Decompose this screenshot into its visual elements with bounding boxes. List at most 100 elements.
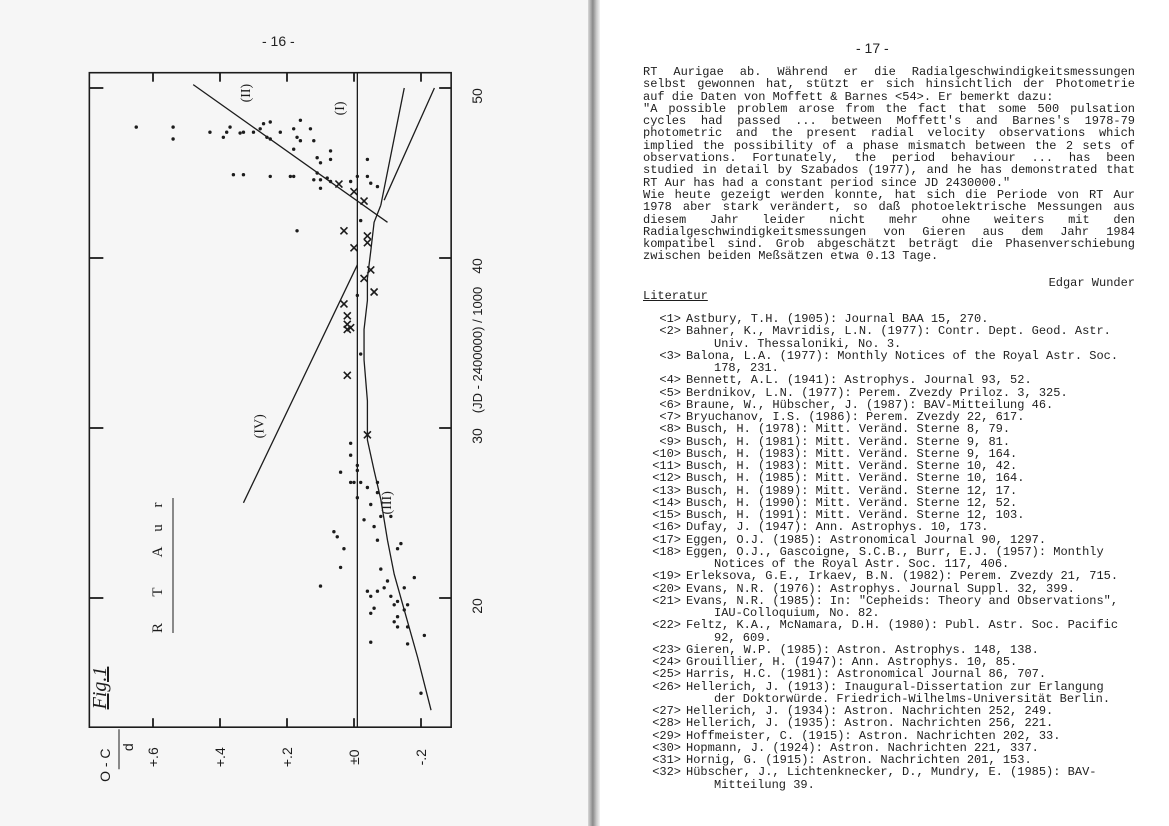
reference-text: Bahner, K., Mavridis, L.N. (1977): Contr…	[686, 324, 1111, 339]
reference-number	[643, 632, 686, 644]
trend-line	[383, 87, 435, 201]
reference-entry: <32> Hübscher, J., Lichtenknecker, D., Mu…	[643, 766, 1163, 779]
reference-number: <7>	[659, 410, 681, 424]
reference-text: IAU-Colloquium, No. 82.	[714, 606, 880, 620]
text-line: RT Aurigae ab. Während er die Radialgesc…	[643, 65, 1135, 79]
reference-entry: <16> Dufay, J. (1947): Ann. Astrophys. 10…	[643, 520, 1163, 535]
trend-line-label: (I)	[333, 101, 348, 115]
reference-entry: <8> Busch, H. (1978): Mitt. Veränd. Stern…	[643, 422, 1163, 437]
reference-text: Balona, L.A. (1977): Monthly Notices of …	[686, 348, 1119, 363]
data-point-dot	[365, 589, 370, 593]
reference-entry: <7> Bryuchanov, I.S. (1986): Perem. Zvezd…	[643, 410, 1163, 424]
reference-text: 178, 231.	[714, 361, 779, 375]
data-point-dot	[318, 186, 323, 190]
data-point-dot	[389, 514, 393, 519]
reference-text: Busch, H. (1981): Mitt. Veränd. Sterne 9…	[686, 434, 1011, 449]
reference-number: <28>	[652, 716, 681, 731]
text-line: Radialgeschwindigkeitsmessungen von Gier…	[643, 224, 1135, 239]
page-number-left: - 16 -	[262, 33, 295, 49]
jd-tick-label: 30	[469, 428, 485, 444]
data-point-dot	[375, 589, 380, 593]
data-point-dot	[238, 131, 242, 135]
reference-text: Astbury, T.H. (1905): Journal BAA 15, 27…	[686, 312, 989, 326]
reference-number: <19>	[652, 569, 681, 584]
reference-number: <20>	[652, 581, 681, 596]
data-point-dot	[405, 642, 410, 646]
data-point-dot	[241, 130, 246, 134]
star-name-letter: T	[150, 587, 166, 596]
text-line: "A possible problem arose from the fact …	[643, 101, 1135, 116]
data-point-dot	[225, 130, 229, 134]
body-paragraph: RT Aurigae ab. Während er die Radialgesc…	[643, 65, 1135, 290]
right-page: - 17 - RT Aurigae ab. Während er die Rad…	[600, 0, 1169, 826]
reference-number: <5>	[659, 385, 681, 400]
data-point-dot	[365, 157, 370, 162]
data-point-dot	[422, 633, 427, 638]
jd-tick-label: 20	[469, 598, 485, 614]
reference-entry: <21> Evans, N.R. (1985): In: "Cepheids: T…	[643, 594, 1163, 607]
reference-text: Univ. Thessaloniki, No. 3.	[714, 336, 902, 351]
data-point-dot	[379, 514, 383, 519]
data-point-dot	[419, 691, 423, 695]
reference-entry: <5> Berdnikov, L.N. (1977): Perem. Zvezdy…	[643, 385, 1163, 400]
reference-entry: <19> Erleksova, G.E., Irkaev, B.N. (1982)…	[643, 569, 1163, 584]
data-point-dot	[395, 615, 400, 619]
data-point-dot	[278, 130, 282, 134]
data-point-dot	[395, 599, 400, 604]
text-line: photometric and the present radial veloc…	[643, 126, 1135, 141]
reference-text: Dufay, J. (1947): Ann. Astrophys. 10, 17…	[686, 520, 989, 535]
reference-text: Harris, H.C. (1981): Astronomical Journa…	[686, 667, 1047, 682]
text-line: RT Aur has had a constant period since J…	[643, 175, 1011, 190]
reference-text: Grouillier, H. (1947): Ann. Astrophys. 1…	[686, 655, 1018, 669]
data-point-dot	[375, 184, 380, 189]
data-point-dot	[338, 565, 343, 570]
data-point-dot	[395, 625, 400, 629]
data-point-dot	[382, 586, 386, 590]
literature-heading: Literatur	[643, 289, 708, 303]
reference-text: Eggen, O.J., Gascoigne, S.C.B., Burr, E.…	[686, 544, 1104, 559]
reference-entry: <30> Hopmann, J. (1924): Astron. Nachrich…	[643, 740, 1163, 755]
data-point-dot	[318, 178, 323, 182]
data-point-dot	[231, 173, 236, 177]
reference-number: <29>	[652, 728, 681, 743]
data-point-dot	[375, 490, 380, 495]
oc-diagram: +.6 +.4 +.2 ±0 -.2 20 30 40 50 (JD - 2400000) / 1…	[88, 71, 485, 782]
jd-tick-label: 50	[469, 88, 485, 104]
reference-text: Busch, H. (1990): Mitt. Veränd. Sterne 1…	[686, 495, 1018, 510]
reference-text: Busch, H. (1978): Mitt. Veränd. Sterne 8…	[686, 422, 1011, 437]
data-point-dot	[369, 502, 373, 507]
y-axis-label: O - C	[97, 748, 113, 781]
data-point-dot	[318, 584, 323, 588]
data-point-dot	[134, 125, 138, 129]
data-point-dot	[369, 181, 373, 185]
reference-number	[643, 338, 686, 350]
reference-number: <22>	[652, 618, 681, 633]
reference-text: Hoffmeister, C. (1915): Astron. Nachrich…	[686, 728, 1061, 743]
data-point-dot	[342, 547, 346, 551]
data-point-dot	[375, 538, 380, 542]
text-line: studied in detail by Szabados (1977), an…	[643, 163, 1135, 178]
reference-entry: der Doktorwürde. Friedrich-Wilhelms-Univ…	[643, 692, 1163, 705]
data-point-dot	[369, 611, 373, 615]
reference-entry: <15> Busch, H. (1991): Mitt. Veränd. Ster…	[643, 509, 1163, 522]
reference-text: Braune, W., Hübscher, J. (1987): BAV-Mit…	[686, 397, 1054, 412]
oc-tick-label: -.2	[413, 749, 429, 766]
reference-text: Bryuchanov, I.S. (1986): Perem. Zvezdy 2…	[686, 410, 1025, 424]
reference-text: Mitteilung 39.	[714, 777, 815, 792]
reference-text: Hopmann, J. (1924): Astron. Nachrichten …	[686, 740, 1039, 755]
reference-text: Feltz, K.A., McNamara, D.H. (1980): Publ…	[686, 618, 1119, 633]
left-page: - 16 -	[262, 33, 295, 49]
data-point-dot	[171, 125, 175, 129]
x-axis-label: (JD - 2400000) / 1000	[470, 287, 485, 413]
data-point-cross	[349, 243, 359, 252]
reference-entry: <29> Hoffmeister, C. (1915): Astron. Nach…	[643, 728, 1163, 743]
oc-tick-label: +.4	[212, 747, 228, 767]
data-point-dot	[295, 135, 299, 139]
data-point-dot	[412, 575, 416, 580]
data-point-dot	[265, 135, 269, 139]
reference-entry: <9> Busch, H. (1981): Mitt. Veränd. Stern…	[643, 434, 1163, 449]
text-line: 1978 aber stark verändert, so daß photoe…	[643, 200, 1135, 215]
data-point-dot	[221, 135, 226, 139]
reference-number: <14>	[652, 495, 681, 510]
text-line: kompatibel sind. Grob abgeschätzt beträg…	[643, 237, 1135, 252]
